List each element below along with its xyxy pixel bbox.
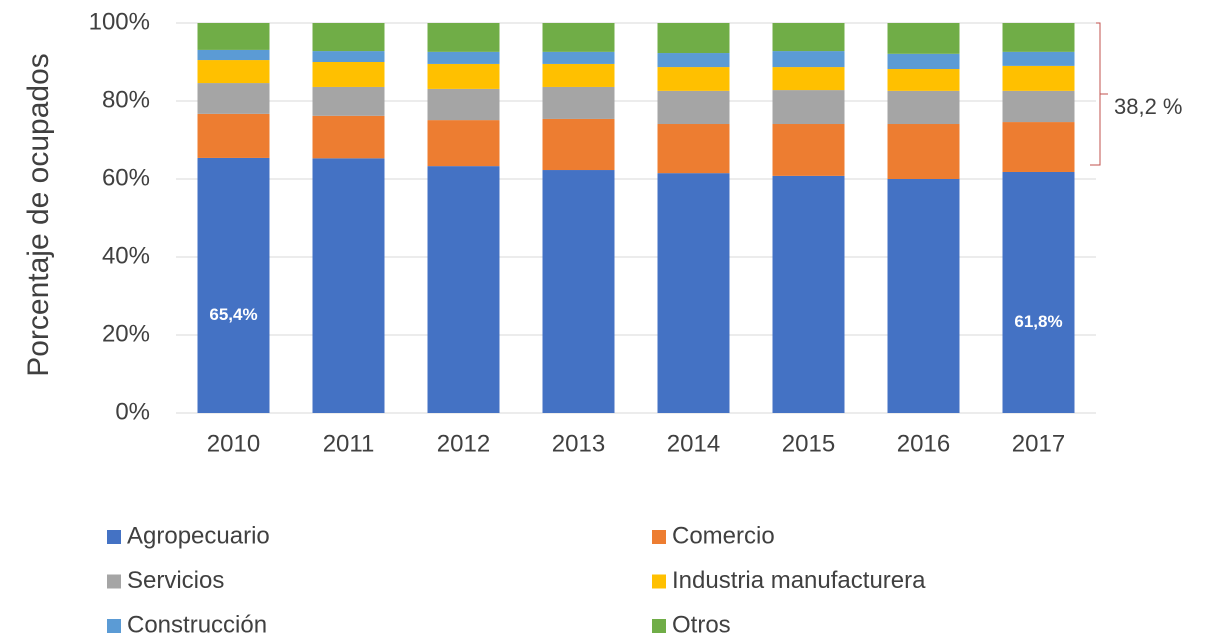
bar-segment [657,124,730,174]
x-tick-label: 2013 [552,430,605,457]
bar-segment [542,170,615,413]
y-tick-label: 80% [102,86,150,113]
bar-segment [427,88,500,121]
bar-segment [312,158,385,413]
bar-segment [312,115,385,159]
bar-segment [1002,65,1075,91]
bar-segment [772,23,845,52]
x-tick-label: 2012 [437,430,490,457]
bar-segment [312,62,385,87]
bar-segment [312,51,385,62]
bar-segment [657,53,730,68]
bar-segment [1002,171,1075,413]
legend-label: Comercio [672,522,775,549]
bar-segment [1002,51,1075,66]
x-tick-label: 2015 [782,430,835,457]
legend-label: Otros [672,611,731,638]
bar-segment [657,90,730,125]
bar-segment [427,166,500,413]
bar-segment [657,67,730,91]
bar-segment [427,51,500,64]
legend-swatch [652,530,666,544]
bar-segment [542,86,615,119]
bar-segment [197,83,270,114]
annotation: 38,2 % [1114,94,1183,119]
y-tick-label: 0% [115,398,150,425]
y-axis-title: Porcentaje de ocupados [22,53,55,377]
bar-segment [312,86,385,116]
legend-swatch [107,574,121,589]
bar-segment [1002,122,1075,172]
bar-segment [887,90,960,125]
x-tick-label: 2010 [207,430,260,457]
bar-segment [427,63,500,89]
x-tick-label: 2017 [1012,430,1065,457]
bar-segment [542,63,615,87]
legend-swatch [107,619,121,633]
bar-segment [197,157,270,413]
bar-segment [887,53,960,70]
legend-label: Industria manufacturera [672,567,926,594]
bar-segment [772,51,845,68]
bar-segment [427,120,500,167]
y-tick-label: 40% [102,242,150,269]
legend-label: Agropecuario [127,522,270,549]
legend-swatch [107,530,121,544]
bar-segment [772,124,845,176]
bar-segment [887,23,960,54]
bar-segment [197,113,270,158]
bar-segment [657,173,730,413]
data-label: 61,8% [1014,312,1062,331]
x-tick-label: 2011 [323,430,375,457]
bar-segment [1002,23,1075,52]
y-tick-label: 100% [89,8,150,35]
bar-segment [772,67,845,91]
bar-segment [772,175,845,413]
bar-segment [657,23,730,54]
bar-segment [542,23,615,52]
bar-segment [1002,90,1075,123]
bar-segment [197,60,270,84]
bar-segment [542,118,615,171]
bar-segment [887,179,960,413]
bar-segment [197,49,270,61]
legend-swatch [652,574,666,589]
legend-label: Servicios [127,567,224,594]
x-tick-label: 2016 [897,430,950,457]
bar-segment [542,51,615,64]
legend-swatch [652,619,666,633]
y-tick-label: 20% [102,320,150,347]
bar-segment [887,124,960,179]
bar-segment [197,23,270,50]
data-label: 65,4% [209,305,257,324]
x-tick-label: 2014 [667,430,720,457]
bar-segment [312,23,385,52]
y-tick-label: 60% [102,164,150,191]
bar-segment [887,69,960,91]
legend-label: Construcción [127,611,267,638]
bar-segment [427,23,500,52]
bar-segment [772,90,845,125]
bracket [1090,22,1108,166]
